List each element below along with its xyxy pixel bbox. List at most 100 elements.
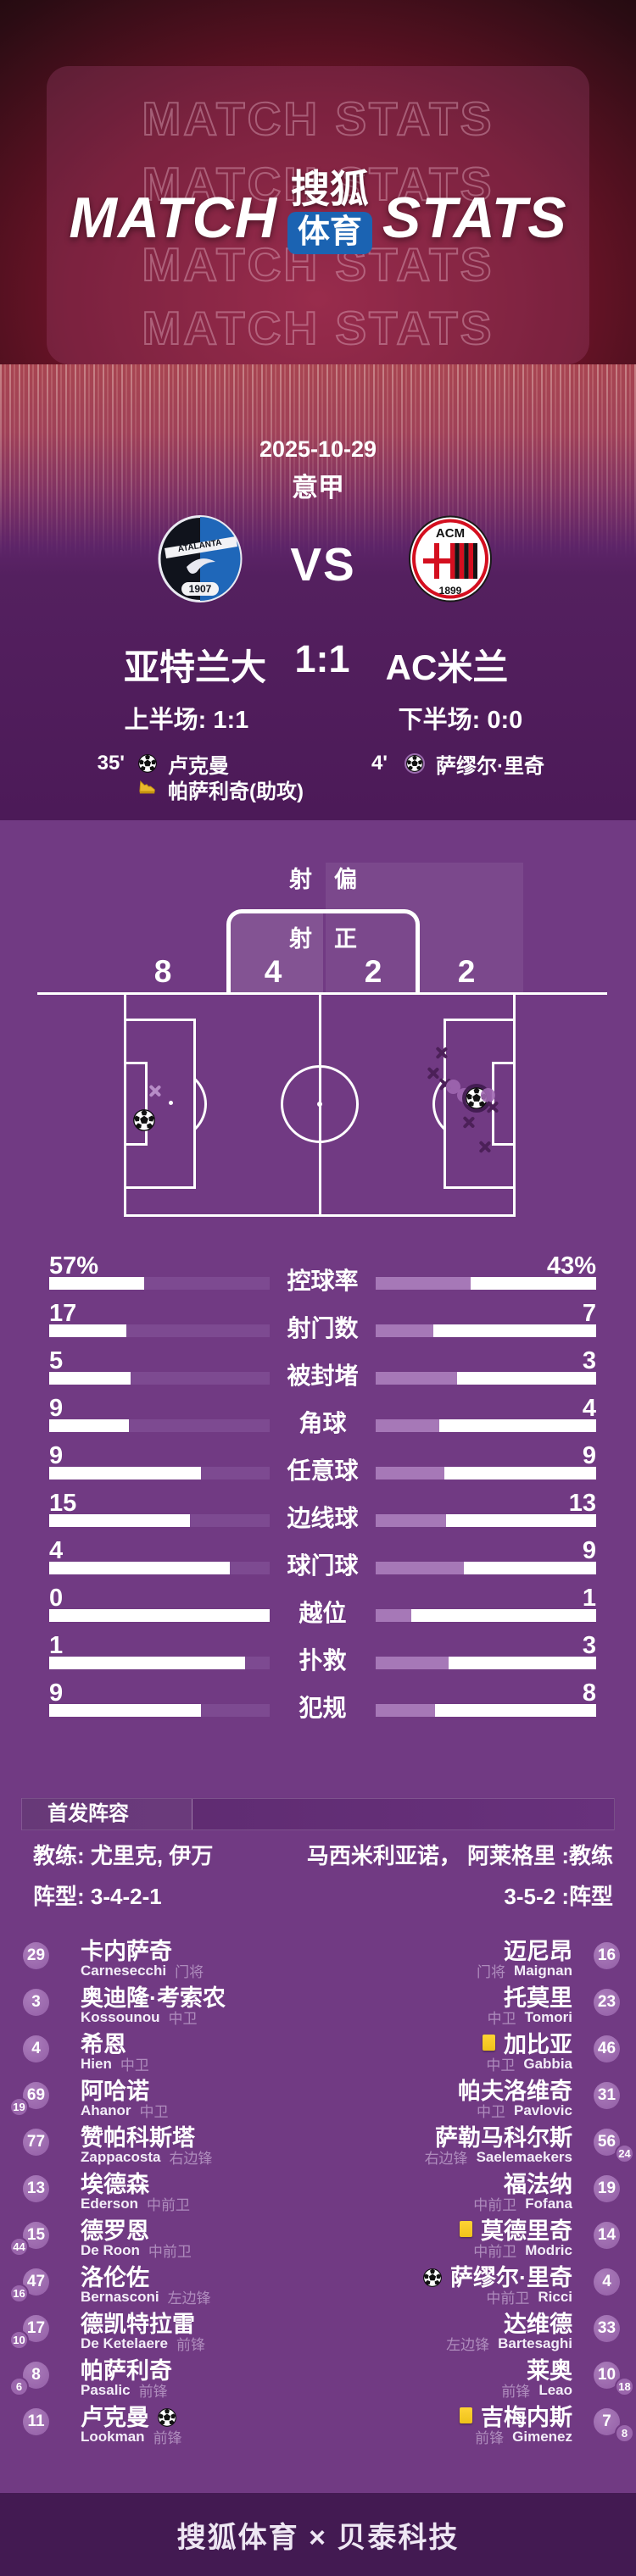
stat-away-fill bbox=[376, 1609, 411, 1622]
stat-away-value: 43% bbox=[546, 1252, 596, 1280]
home-player-info: De Ketelaere 前锋 bbox=[81, 2333, 205, 2354]
stat-away-value: 9 bbox=[582, 1537, 596, 1564]
home-player-latin: Bernasconi bbox=[81, 2288, 159, 2305]
goal-ball-icon bbox=[158, 2407, 176, 2427]
away-sub-number: 24 bbox=[615, 2144, 634, 2163]
player-row: 3 奥迪隆·考索农 Kossounou 中卫 23 托莫里 中卫 Tomori bbox=[0, 1979, 636, 2027]
stat-row: 15 13 边线球 bbox=[0, 1485, 636, 1533]
stat-home-value: 15 bbox=[49, 1490, 77, 1517]
home-player-latin: Zappacosta bbox=[81, 2148, 161, 2165]
stat-home-value: 5 bbox=[49, 1347, 64, 1374]
shot-marker-goal bbox=[133, 1109, 155, 1131]
home-player-number: 29 bbox=[23, 1942, 49, 1969]
away-player-name-text: 萨勒马科尔斯 bbox=[435, 2125, 572, 2151]
sohu-logo-text: 搜狐 bbox=[290, 167, 369, 212]
away-player-name: 帕夫洛维奇 bbox=[458, 2073, 572, 2106]
crest-away-title: ACM bbox=[436, 526, 465, 541]
stat-away-fill bbox=[376, 1657, 449, 1669]
away-player-position: 前锋 bbox=[501, 2384, 531, 2400]
player-row: 11 卢克曼 Lookman 前锋 7 8 吉梅内斯 前锋 Gimenez bbox=[0, 2398, 636, 2447]
away-player-position: 中前卫 bbox=[473, 2197, 517, 2213]
away-sub-number: 18 bbox=[615, 2377, 634, 2396]
away-shots-zone-highlight bbox=[326, 863, 523, 993]
home-player-number: 3 bbox=[23, 1989, 49, 2016]
player-row: 47 16 洛伦佐 Bernasconi 左边锋 4 萨缪尔·里奇 中前卫 Ricci bbox=[0, 2258, 636, 2307]
stat-label: 边线球 bbox=[287, 1505, 359, 1531]
away-player-name-text: 帕夫洛维奇 bbox=[458, 2079, 572, 2104]
stat-away-bar bbox=[376, 1609, 596, 1622]
stat-away-bar bbox=[376, 1324, 596, 1337]
home-player-info: Pasalic 前锋 bbox=[81, 2379, 168, 2401]
stat-label: 扑救 bbox=[298, 1647, 347, 1674]
stat-home-fill bbox=[245, 1657, 270, 1669]
stat-home-value: 1 bbox=[49, 1632, 64, 1659]
home-player-position: 中卫 bbox=[168, 2011, 198, 2027]
home-player-name-text: 卢克曼 bbox=[81, 2405, 149, 2430]
lineup-section-title: 首发阵容 bbox=[47, 1802, 129, 1825]
lineup-section-header: 首发阵容 bbox=[21, 1798, 615, 1830]
stat-away-value: 9 bbox=[582, 1442, 596, 1469]
match-stats-bars: 57% 43% 控球率 17 7 射门数 5 3 被封堵 9 4 角球 9 9 任意球 15 13 边线球 4 9 球门… bbox=[0, 1248, 636, 1757]
away-player-position: 中卫 bbox=[487, 2011, 516, 2027]
home-team-name: 亚特兰大 bbox=[123, 647, 266, 687]
stat-home-bar bbox=[49, 1514, 270, 1527]
away-shots-off-count: 2 bbox=[457, 954, 476, 989]
home-coach: 教练: 尤里克, 伊万 bbox=[33, 1843, 214, 1868]
footer-branding: 搜狐体育 × 贝泰科技 bbox=[176, 2521, 460, 2554]
stat-row: 17 7 射门数 bbox=[0, 1296, 636, 1343]
penalty-spot-left bbox=[169, 1101, 173, 1105]
home-player-latin: De Roon bbox=[81, 2241, 140, 2258]
shot-label-char: 偏 bbox=[334, 867, 357, 892]
home-sub-number: 44 bbox=[9, 2237, 29, 2257]
yellow-card-icon bbox=[460, 2407, 472, 2423]
away-formation: 3-5-2 :阵型 bbox=[504, 1884, 613, 1909]
home-sub-number: 10 bbox=[9, 2330, 29, 2350]
home-player-latin: Carnesecchi bbox=[81, 1962, 167, 1979]
away-player-number: 46 bbox=[594, 2035, 620, 2062]
penalty-area-left bbox=[124, 1019, 196, 1189]
goal-mouth-box bbox=[226, 909, 420, 994]
home-player-name-text: 赞帕科斯塔 bbox=[81, 2125, 195, 2151]
shot-marker-miss bbox=[434, 1046, 449, 1060]
watermark-text: MATCH STATS bbox=[142, 157, 494, 211]
stat-home-value: 57% bbox=[49, 1252, 99, 1280]
page-title: MATCH 搜狐 体育 STATS bbox=[0, 146, 636, 254]
home-player-info: Lookman 前锋 bbox=[81, 2426, 182, 2447]
yellow-card-icon bbox=[460, 2221, 472, 2237]
final-score: 1:1 bbox=[294, 637, 350, 680]
home-player-number: 77 bbox=[23, 2129, 49, 2156]
home-player-latin: Lookman bbox=[81, 2428, 145, 2445]
away-player-name-text: 福法纳 bbox=[504, 2172, 572, 2197]
stat-away-bar bbox=[376, 1704, 596, 1717]
stat-row: 1 3 扑救 bbox=[0, 1628, 636, 1675]
goal-area-left bbox=[124, 1062, 148, 1146]
away-player-latin: Gimenez bbox=[512, 2428, 572, 2445]
stat-home-value: 9 bbox=[49, 1442, 64, 1469]
away-player-name-text: 吉梅内斯 bbox=[481, 2405, 572, 2430]
stat-home-value: 4 bbox=[49, 1537, 64, 1564]
home-player-position: 中卫 bbox=[139, 2104, 169, 2120]
home-player-latin: Pasalic bbox=[81, 2381, 131, 2398]
home-player-name: 洛伦佐 bbox=[81, 2259, 149, 2292]
goal-ball-icon bbox=[404, 753, 425, 774]
stat-home-fill bbox=[128, 1419, 270, 1432]
footer-bar: 搜狐体育 × 贝泰科技 bbox=[0, 2493, 636, 2576]
away-player-name: 吉梅内斯 bbox=[460, 2399, 572, 2432]
home-player-name-text: 德凯特拉雷 bbox=[81, 2312, 195, 2337]
away-player-number: 33 bbox=[594, 2315, 620, 2342]
event-player-name: 萨缪尔·里奇 bbox=[436, 754, 544, 778]
shots-on-target-label: 射正 bbox=[0, 920, 636, 953]
stat-row: 9 4 角球 bbox=[0, 1391, 636, 1438]
center-circle bbox=[281, 1065, 359, 1143]
stat-away-value: 13 bbox=[568, 1490, 596, 1517]
home-player-position: 前锋 bbox=[176, 2337, 206, 2353]
home-player-name: 埃德森 bbox=[81, 2166, 149, 2199]
home-player-name: 卢克曼 bbox=[81, 2399, 176, 2432]
sohu-sports-logo: 搜狐 体育 bbox=[287, 169, 372, 254]
away-player-info: 前锋 Gimenez bbox=[475, 2426, 572, 2447]
player-row: 13 埃德森 Ederson 中前卫 19 福法纳 中前卫 Fofana bbox=[0, 2165, 636, 2213]
event-minute: 35' bbox=[97, 752, 125, 774]
away-team-crest: ACM 1899 bbox=[409, 515, 492, 602]
stat-home-value: 17 bbox=[49, 1300, 77, 1327]
